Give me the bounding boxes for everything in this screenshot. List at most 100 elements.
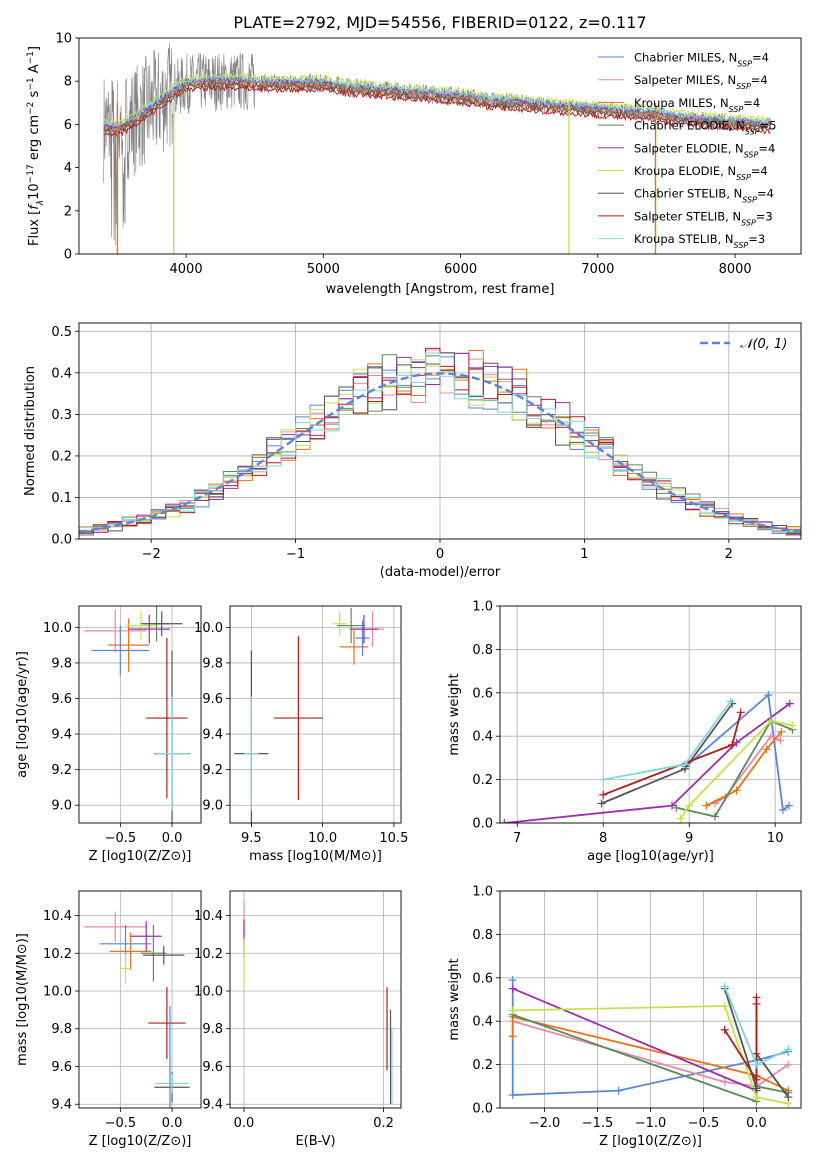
axes-frame	[78, 322, 802, 540]
y-tick-label: 0.1	[51, 491, 72, 506]
weight-point-marker	[764, 690, 773, 699]
y-axis-label: mass weight	[447, 673, 462, 755]
x-tick-label: 5000	[307, 262, 340, 277]
x-tick-label: 8000	[719, 262, 752, 277]
weight-point-marker	[784, 1045, 793, 1054]
legend-entry: 𝒩(0, 1)	[740, 337, 787, 352]
weight-point-marker	[668, 801, 676, 810]
weight-point-marker	[778, 805, 787, 814]
weight-vs-age-panel: 7 8 9 10 0.0 0.2 0.4 0.6 0.8 1.0 age [log10(age/yr…	[447, 600, 802, 864]
y-tick-label: 9.4	[51, 728, 72, 743]
y-tick-label: 9.2	[202, 763, 223, 778]
weight-point-marker	[776, 736, 785, 745]
y-tick-label: 0.0	[51, 533, 72, 548]
weight-point-marker	[785, 699, 794, 708]
y-axis-label: Normed distribution	[23, 366, 38, 496]
y-tick-label: 1.0	[472, 600, 493, 615]
legend-entry: Chabrier ELODIE, NSSP=5	[634, 119, 776, 137]
x-tick-label: 0.2	[373, 1116, 394, 1131]
weight-point-marker	[752, 1093, 761, 1102]
x-axis-label: age [log10(age/yr)]	[587, 849, 714, 864]
x-tick-label: 0	[436, 547, 444, 562]
legend-entry: Kroupa MILES, NSSP=4	[634, 96, 760, 114]
mass-vs-ebv-panel: 0.0 0.2 9.4 9.6 9.8 10.0 10.2 10.4 E(B-V)	[194, 890, 402, 1149]
y-tick-label: 4	[64, 161, 72, 176]
y-tick-label: 9.0	[51, 799, 72, 814]
legend-entry: Kroupa STELIB, NSSP=3	[634, 232, 765, 250]
y-tick-label: 10.0	[43, 985, 72, 1000]
y-tick-label: 0.2	[51, 449, 72, 464]
y-tick-label: 0.6	[472, 971, 493, 986]
weight-point-marker	[766, 732, 775, 741]
weight-point-marker	[508, 1006, 517, 1015]
x-tick-label: 0.0	[746, 1116, 767, 1131]
weight-point-marker	[711, 812, 719, 821]
x-tick-label: −1.5	[582, 1116, 614, 1131]
weight-point-marker	[752, 1075, 761, 1084]
y-tick-label: 0.2	[472, 1058, 493, 1073]
weight-point-marker	[752, 1084, 761, 1093]
weight-point-marker	[508, 975, 517, 984]
y-tick-label: 9.4	[202, 1098, 223, 1113]
weight-point-marker	[599, 775, 608, 784]
x-tick-label: 9	[685, 831, 693, 846]
x-axis-label: Z [log10(Z/Z⊙)]	[89, 849, 192, 864]
axes-frame	[78, 605, 202, 824]
y-tick-label: 0.0	[472, 817, 493, 832]
x-axis-label: mass [log10(M/M⊙)]	[249, 849, 382, 864]
mass-vs-z-panel: −0.5 0.0 9.4 9.6 9.8 10.0 10.2 10.4 Z [log10(Z/Z…	[15, 890, 202, 1149]
x-tick-label: 9.5	[241, 831, 262, 846]
weight-point-marker	[720, 1025, 729, 1034]
y-axis-label: mass [log10(M/M⊙)]	[15, 933, 30, 1066]
weight-point-marker	[680, 760, 689, 769]
residuals-panel: −2 −1 0 1 2 0.0 0.1 0.2 0.3 0.4 0.5 (data-model)/er…	[23, 322, 802, 580]
x-tick-label: −1.0	[635, 1116, 667, 1131]
weight-point-marker	[752, 993, 761, 1002]
x-tick-label: −1	[286, 547, 305, 562]
weight-point-marker	[672, 803, 681, 812]
y-tick-label: 10.2	[194, 947, 223, 962]
weight-point-marker	[599, 790, 608, 799]
legend-entry: Kroupa ELODIE, NSSP=4	[634, 164, 768, 182]
legend-entry: Salpeter STELIB, NSSP=3	[634, 209, 773, 227]
y-tick-label: 9.6	[202, 1060, 223, 1075]
y-tick-label: 9.8	[202, 656, 223, 671]
y-tick-label: 0.3	[51, 408, 72, 423]
x-tick-label: 1	[580, 547, 588, 562]
legend-entry: Chabrier STELIB, NSSP=4	[634, 187, 774, 205]
weight-point-marker	[784, 801, 793, 810]
weight-point-marker	[720, 1002, 729, 1011]
y-tick-label: 10.2	[43, 947, 72, 962]
y-tick-label: 10.4	[43, 909, 72, 924]
weight-point-marker	[752, 1060, 761, 1069]
histogram-steps	[79, 352, 801, 535]
model-spectrum-line	[103, 80, 771, 135]
y-tick-label: 10	[55, 32, 72, 47]
legend-entry: Salpeter ELODIE, NSSP=4	[634, 141, 775, 159]
y-tick-label: 2	[64, 204, 72, 219]
y-tick-label: 10.0	[43, 621, 72, 636]
spectrum-panel: 4000 5000 6000 7000 8000 0 2 4 6 8 10 wavelength [A…	[26, 32, 802, 297]
x-tick-label: 6000	[444, 262, 477, 277]
weight-point-marker	[732, 786, 741, 795]
weight-series-line	[602, 712, 742, 796]
axes-frame	[229, 605, 402, 824]
weight-vs-z-panel: −2.0 −1.5 −1.0 −0.5 0.0 0.0 0.2 0.4 0.6 0.8 1.0 Z […	[447, 885, 802, 1149]
y-tick-label: 0.2	[472, 773, 493, 788]
x-tick-label: 0.0	[162, 831, 183, 846]
weight-series-line	[511, 1015, 789, 1092]
x-tick-label: 0.0	[162, 1116, 183, 1131]
spectrum-legend: Chabrier MILES, NSSP=4 Salpeter MILES, NS…	[598, 51, 776, 250]
weight-point-marker	[614, 1086, 623, 1095]
x-tick-label: 10.5	[379, 831, 408, 846]
x-tick-label: 10	[767, 831, 784, 846]
axes-frame	[78, 890, 202, 1109]
y-tick-label: 9.4	[51, 1098, 72, 1113]
weight-point-marker	[732, 738, 741, 747]
y-tick-label: 6	[64, 118, 72, 133]
y-tick-label: 9.2	[51, 763, 72, 778]
y-tick-label: 0.6	[472, 686, 493, 701]
x-tick-label: 2	[725, 547, 733, 562]
y-axis-label: age [log10(age/yr)]	[15, 651, 30, 778]
